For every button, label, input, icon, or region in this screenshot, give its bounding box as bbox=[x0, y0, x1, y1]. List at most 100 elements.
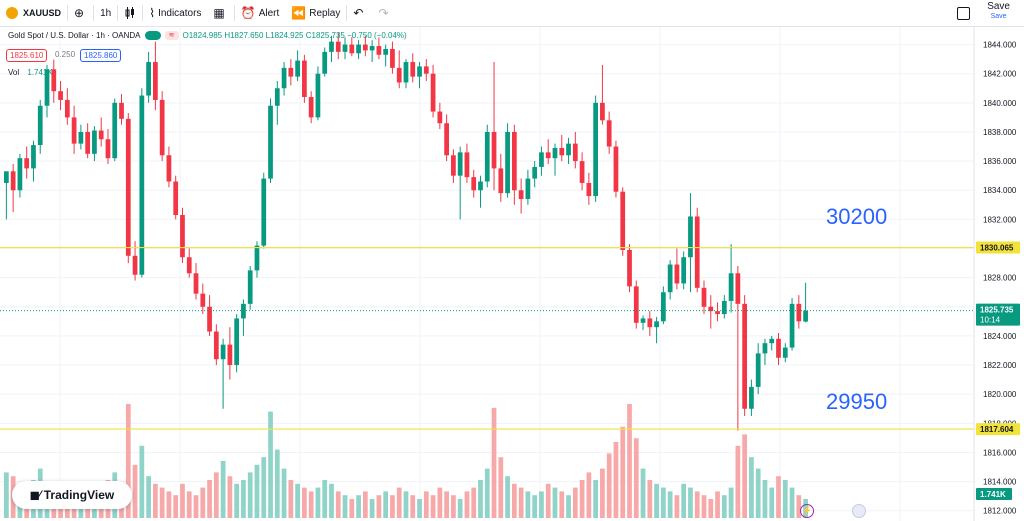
volume-bar bbox=[471, 487, 477, 518]
lightning-icon[interactable]: ⚡ bbox=[800, 504, 814, 518]
indicators-button[interactable]: ⌇ Indicators bbox=[143, 0, 207, 26]
candle-body bbox=[627, 249, 632, 287]
volume-bar bbox=[572, 487, 578, 518]
symbol-search[interactable]: XAUUSD bbox=[0, 0, 67, 26]
replay-button[interactable]: ⏪ Replay bbox=[285, 0, 346, 26]
candle-body bbox=[390, 48, 395, 68]
candle-body bbox=[647, 318, 653, 328]
candle-body bbox=[329, 41, 334, 52]
compare-button[interactable]: ⊕ bbox=[68, 0, 93, 26]
waves-icon[interactable]: ≋ bbox=[164, 31, 179, 40]
candle-body bbox=[721, 300, 727, 315]
volume-bar bbox=[464, 491, 470, 518]
candle-body bbox=[44, 69, 50, 106]
volume-bar bbox=[274, 449, 280, 518]
volume-bar bbox=[525, 491, 531, 518]
last-price-label: 1825.735 bbox=[980, 306, 1014, 315]
ask-price[interactable]: 1825.860 bbox=[80, 49, 122, 62]
candle-body bbox=[789, 303, 795, 348]
candle-body bbox=[498, 168, 504, 194]
volume-bar bbox=[437, 487, 443, 518]
interval-button[interactable]: 1h bbox=[94, 0, 117, 26]
toggle-icon[interactable] bbox=[144, 31, 161, 40]
symbol-label: XAUUSD bbox=[23, 8, 62, 18]
axis-tick-label: 1834.000 bbox=[983, 186, 1017, 195]
candle-body bbox=[200, 293, 206, 307]
volume-bar bbox=[166, 491, 172, 518]
candle-body bbox=[667, 264, 673, 293]
annotation-upper: 30200 bbox=[826, 204, 888, 229]
alert-button[interactable]: ⏰ Alert bbox=[235, 0, 286, 26]
volume-legend: Vol 1.741K bbox=[8, 68, 53, 77]
volume-bar bbox=[735, 445, 741, 518]
candle-body bbox=[430, 73, 436, 112]
candle-body bbox=[274, 88, 280, 106]
axis-tick-label: 1832.000 bbox=[983, 215, 1017, 224]
candle-body bbox=[10, 171, 16, 191]
axis-tick-label: 1812.000 bbox=[983, 507, 1017, 516]
candle-body bbox=[457, 152, 463, 176]
volume-bar bbox=[193, 495, 199, 518]
volume-label: Vol bbox=[8, 68, 20, 77]
candle-body bbox=[484, 131, 490, 182]
candle-body bbox=[579, 161, 585, 183]
volume-bar bbox=[484, 468, 490, 518]
indicators-icon: ⌇ bbox=[149, 6, 156, 20]
layouts-button[interactable]: ▦ bbox=[207, 0, 233, 26]
candle-body bbox=[572, 143, 578, 162]
tradingview-logo[interactable]: ◼⁄ TradingView bbox=[12, 481, 132, 509]
undo-button[interactable]: ↶ bbox=[347, 0, 372, 26]
candle-body bbox=[403, 62, 409, 83]
candle-body bbox=[505, 131, 510, 194]
candle-body bbox=[735, 273, 741, 304]
volume-bar bbox=[613, 442, 619, 518]
candle-body bbox=[688, 216, 693, 258]
save-button[interactable]: Save Save bbox=[987, 2, 1010, 22]
volume-bar bbox=[227, 476, 233, 518]
volume-bar bbox=[369, 499, 375, 518]
volume-bar bbox=[430, 495, 436, 518]
candle-body bbox=[640, 318, 646, 323]
volume-bar bbox=[518, 487, 524, 518]
legend-ohlc: O1824.985 H1827.650 L1824.925 C1825.735 … bbox=[182, 31, 407, 40]
volume-bar bbox=[505, 476, 510, 518]
candle-body bbox=[241, 303, 246, 319]
volume-bar bbox=[153, 483, 158, 518]
candle-body bbox=[674, 264, 680, 284]
indicators-label: Indicators bbox=[158, 7, 202, 19]
volume-bar bbox=[335, 491, 341, 518]
candle-body bbox=[261, 178, 267, 246]
annotation-lower: 29950 bbox=[826, 389, 888, 414]
candle-body bbox=[715, 311, 720, 315]
horizontal-lines bbox=[0, 246, 974, 430]
redo-icon: ↷ bbox=[378, 6, 389, 20]
us-flag-icon[interactable] bbox=[852, 504, 866, 518]
axis-tick-label: 1824.000 bbox=[983, 332, 1017, 341]
chart-type-button[interactable] bbox=[118, 0, 142, 26]
volume-bar bbox=[254, 464, 260, 518]
toolbar-divider bbox=[67, 5, 69, 21]
redo-button[interactable]: ↷ bbox=[372, 0, 397, 26]
candle-body bbox=[268, 105, 273, 179]
volume-bar bbox=[376, 495, 382, 518]
volume-bar bbox=[159, 487, 165, 518]
volume-bar bbox=[681, 483, 687, 518]
volume-bar bbox=[694, 491, 700, 518]
candle-body bbox=[633, 286, 639, 323]
candle-body bbox=[776, 338, 781, 358]
symbol-legend: Gold Spot / U.S. Dollar · 1h · OANDA ≋ O… bbox=[8, 31, 407, 40]
candle-body bbox=[4, 171, 9, 183]
toolbar-divider bbox=[93, 5, 95, 21]
bid-price[interactable]: 1825.610 bbox=[6, 49, 48, 62]
brand-label: TradingView bbox=[43, 488, 115, 502]
fullscreen-icon[interactable] bbox=[957, 7, 970, 20]
volume-bar bbox=[457, 499, 463, 518]
volume-bar bbox=[701, 495, 707, 518]
volume-bar bbox=[349, 499, 355, 518]
candle-body bbox=[193, 273, 199, 294]
volume-bar bbox=[180, 483, 185, 518]
price-chart[interactable]: 1844.000 1842.000 1840.000 1838.000 1836.000… bbox=[0, 27, 1024, 521]
volume-bar bbox=[315, 487, 321, 518]
volume-bar bbox=[302, 487, 307, 518]
candle-body bbox=[281, 67, 287, 89]
